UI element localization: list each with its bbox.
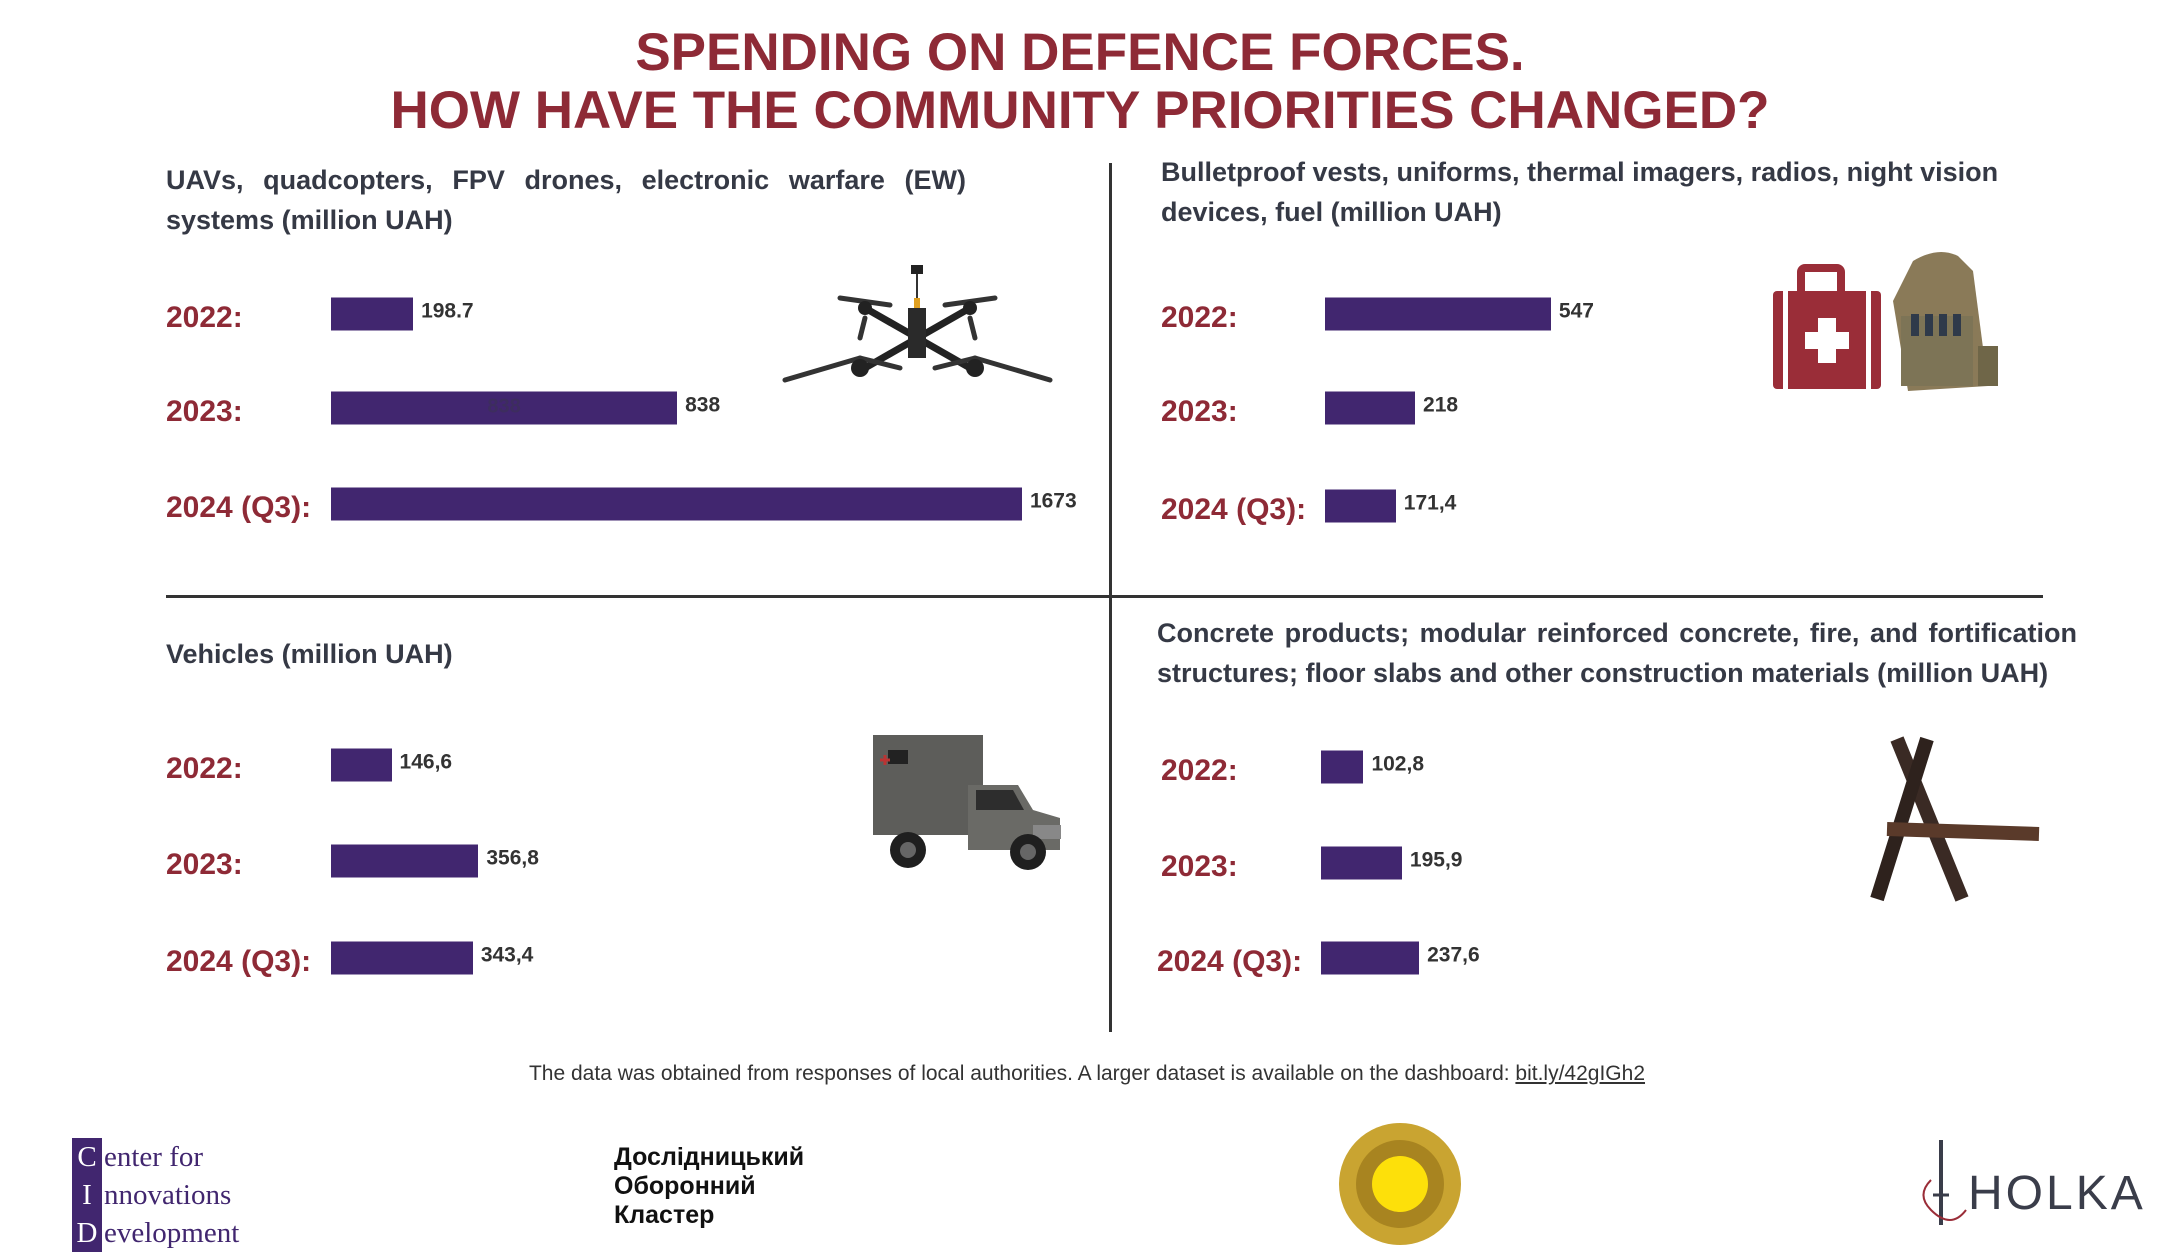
vehicles-bar bbox=[331, 748, 392, 782]
equipment-bar bbox=[1325, 391, 1416, 425]
footnote-text: The data was obtained from responses of … bbox=[528, 1062, 1516, 1085]
construction-value-label: 237,6 bbox=[1427, 943, 1480, 967]
uav-bar bbox=[331, 487, 1022, 521]
military-ambulance-truck-image bbox=[873, 735, 1061, 870]
czech-hedgehog-image bbox=[1870, 736, 2040, 902]
uav-bar-ghost-label: 838 bbox=[487, 395, 521, 418]
construction-bar bbox=[1321, 846, 1402, 880]
uav-bar: 838 bbox=[331, 391, 678, 425]
equipment-value-label: 171,4 bbox=[1403, 491, 1457, 515]
holka-logo-text: HOLKA bbox=[1968, 1167, 2146, 1220]
uav-year-label: 2024 (Q3): bbox=[166, 491, 312, 524]
equipment-value-label: 218 bbox=[1423, 393, 1459, 417]
construction-bar bbox=[1321, 750, 1364, 784]
equipment-bar bbox=[1325, 489, 1396, 523]
vehicles-year-label: 2023: bbox=[166, 848, 243, 881]
equipment-bar bbox=[1325, 297, 1551, 331]
cluster-line-2: Оборонний bbox=[614, 1172, 756, 1200]
title-line-2: HOW HAVE THE COMMUNITY PRIORITIES CHANGE… bbox=[390, 81, 1770, 140]
medkit-and-vest-image bbox=[1773, 252, 1998, 391]
panel-equipment-heading: Bulletproof vests, uniforms, thermal ima… bbox=[1161, 157, 1999, 227]
cid-word-3: evelopment bbox=[104, 1217, 240, 1249]
construction-year-label: 2023: bbox=[1161, 850, 1238, 883]
construction-bar bbox=[1321, 941, 1420, 975]
vehicles-year-label: 2024 (Q3): bbox=[166, 945, 312, 978]
drone-image bbox=[782, 265, 1053, 383]
defence-cluster-logo: Дослідницький Оборонний Кластер bbox=[614, 1143, 804, 1230]
vehicles-value-label: 146,6 bbox=[399, 750, 453, 774]
uav-year-label: 2023: bbox=[166, 395, 243, 428]
cid-letter-i: I bbox=[72, 1176, 102, 1214]
panel-uav-heading: UAVs, quadcopters, FPV drones, electroni… bbox=[166, 165, 966, 235]
construction-value-label: 195,9 bbox=[1409, 848, 1463, 872]
construction-value-label: 102,8 bbox=[1371, 752, 1425, 776]
title-line-1: SPENDING ON DEFENCE FORCES. bbox=[635, 23, 1525, 82]
vehicles-value-label: 356,8 bbox=[486, 846, 539, 870]
holka-sword-icon bbox=[1922, 1140, 1967, 1225]
footnote: The data was obtained from responses of … bbox=[0, 1062, 2160, 1086]
vehicles-year-label: 2022: bbox=[166, 752, 243, 785]
uav-bar bbox=[331, 297, 414, 331]
construction-year-label: 2022: bbox=[1161, 754, 1238, 787]
vehicles-bar bbox=[331, 844, 479, 878]
panel-construction-heading: Concrete products; modular reinforced co… bbox=[1157, 618, 2077, 688]
procurement-reform-seal-logo bbox=[1339, 1123, 1461, 1245]
cid-word-2: nnovations bbox=[104, 1179, 232, 1211]
vehicles-value-label: 343,4 bbox=[480, 943, 534, 967]
uav-year-label: 2022: bbox=[166, 301, 243, 334]
equipment-year-label: 2024 (Q3): bbox=[1161, 493, 1307, 526]
construction-year-label: 2024 (Q3): bbox=[1157, 945, 1303, 978]
dashboard-link[interactable]: bit.ly/42gIGh2 bbox=[1515, 1062, 1646, 1085]
horizontal-divider bbox=[166, 595, 2043, 598]
cid-letter-c: C bbox=[72, 1138, 102, 1176]
panel-vehicles-heading: Vehicles (million UAH) bbox=[166, 639, 453, 669]
uav-value-label: 198.7 bbox=[421, 299, 474, 323]
uav-value-label: 838 bbox=[685, 393, 721, 417]
equipment-value-label: 547 bbox=[1558, 299, 1594, 323]
uav-value-label: 1673 bbox=[1029, 489, 1077, 513]
cid-letter-d: D bbox=[72, 1214, 102, 1252]
cluster-line-1: Дослідницький bbox=[614, 1143, 805, 1171]
vehicles-bar bbox=[331, 941, 473, 975]
equipment-year-label: 2022: bbox=[1161, 301, 1238, 334]
equipment-year-label: 2023: bbox=[1161, 395, 1238, 428]
cid-word-1: enter for bbox=[104, 1141, 204, 1173]
cluster-line-3: Кластер bbox=[614, 1201, 715, 1229]
